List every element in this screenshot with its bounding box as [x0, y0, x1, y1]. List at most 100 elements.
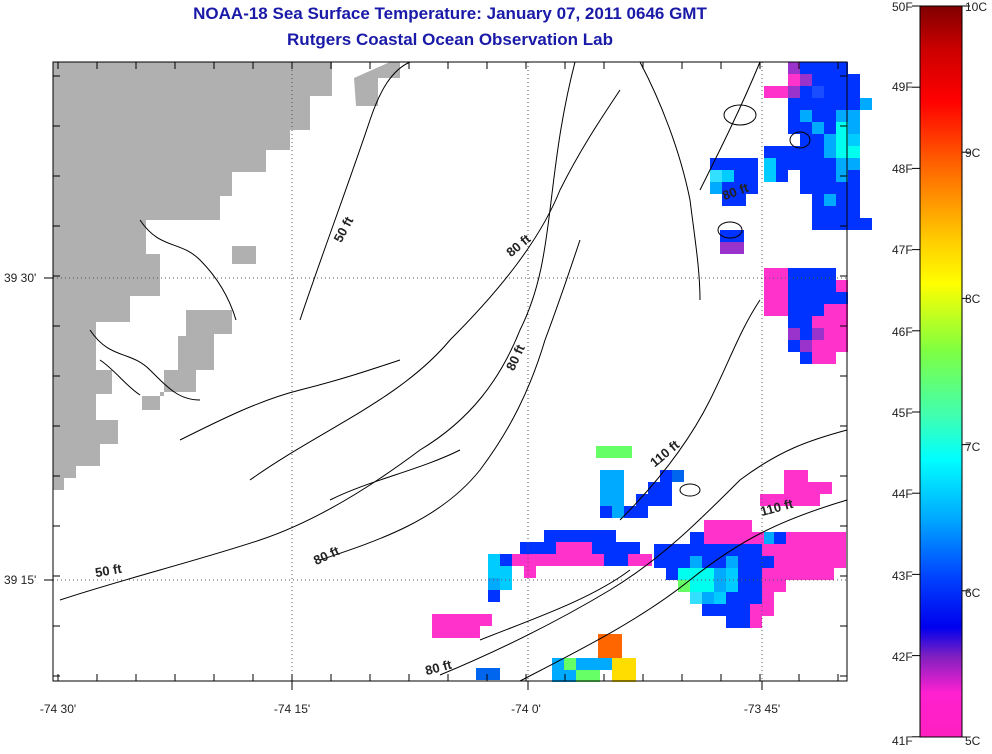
sst-pixel — [788, 122, 800, 134]
land-mass — [53, 62, 332, 490]
sst-pixel — [762, 532, 774, 544]
sst-pixel — [788, 146, 800, 158]
sst-pixel — [604, 554, 616, 566]
colorbar-c-label: 7C — [965, 440, 981, 454]
sst-pixel — [824, 134, 836, 146]
x-tick-label: -74 0' — [511, 702, 541, 716]
sst-pixel — [800, 110, 812, 122]
sst-pixel — [714, 556, 726, 568]
sst-pixel — [824, 110, 836, 122]
sst-pixel — [836, 280, 848, 292]
sst-pixel — [800, 146, 812, 158]
sst-pixel — [568, 530, 580, 542]
sst-pixel — [738, 568, 750, 580]
sst-pixel — [488, 554, 500, 566]
sst-pixel — [544, 530, 556, 542]
sst-pixel — [704, 520, 716, 532]
sst-pixel — [714, 604, 726, 616]
sst-pixel — [564, 670, 576, 682]
sst-pixel — [660, 494, 672, 506]
sst-pixel — [702, 568, 714, 580]
sst-pixel — [432, 614, 444, 626]
sst-pixel — [726, 604, 738, 616]
sst-pixel — [860, 218, 872, 230]
sst-pixel — [834, 544, 846, 556]
sst-pixel — [812, 62, 824, 74]
sst-pixel — [800, 280, 812, 292]
colorbar-c-label: 5C — [965, 734, 981, 748]
sst-pixel — [796, 494, 808, 506]
sst-pixel — [612, 494, 624, 506]
sst-pixel — [800, 98, 812, 110]
colorbar-f-label: 47F — [892, 243, 913, 257]
bathymetry-contours — [59, 61, 848, 682]
sst-pixel — [810, 544, 822, 556]
sst-pixel — [660, 470, 672, 482]
sst-pixel — [620, 446, 632, 458]
colorbar-f-label: 48F — [892, 162, 913, 176]
sst-pixel — [690, 580, 702, 592]
sst-pixel — [812, 206, 824, 218]
sst-pixel — [772, 494, 784, 506]
sst-pixel — [726, 556, 738, 568]
sst-pixel — [788, 268, 800, 280]
colorbar-f-label: 46F — [892, 325, 913, 339]
sst-pixel — [556, 530, 568, 542]
sst-pixel — [800, 158, 812, 170]
sst-pixel — [568, 542, 580, 554]
sst-pixel — [774, 568, 786, 580]
sst-pixel — [588, 670, 600, 682]
sst-pixel — [598, 646, 610, 658]
sst-pixel — [456, 626, 468, 638]
sst-pixel — [750, 604, 762, 616]
sst-pixel — [776, 86, 788, 98]
colorbar-c-label: 6C — [965, 586, 981, 600]
axis-ticks — [44, 62, 847, 690]
sst-pixel — [612, 658, 624, 670]
land-island — [354, 62, 400, 106]
sst-pixel — [824, 62, 836, 74]
sst-pixel — [764, 304, 776, 316]
sst-pixel — [592, 554, 604, 566]
sst-pixel — [654, 556, 666, 568]
sst-pixel — [532, 542, 544, 554]
sst-pixel — [786, 556, 798, 568]
sst-pixel — [812, 110, 824, 122]
colorbar-f-label: 49F — [892, 80, 913, 94]
sst-pixel — [544, 542, 556, 554]
sst-pixel — [808, 494, 820, 506]
sst-pixel — [702, 580, 714, 592]
sst-pixel — [836, 206, 848, 218]
sst-pixel — [800, 86, 812, 98]
sst-pixel — [798, 568, 810, 580]
sst-pixel — [666, 568, 678, 580]
sst-pixel — [812, 340, 824, 352]
sst-pixel — [572, 554, 584, 566]
sst-pixel — [800, 182, 812, 194]
sst-pixel — [714, 544, 726, 556]
sst-pixel — [762, 604, 774, 616]
sst-pixel — [588, 658, 600, 670]
sst-pixel — [776, 304, 788, 316]
sst-pixel — [624, 506, 636, 518]
sst-pixel — [848, 110, 860, 122]
sst-pixel — [500, 578, 512, 590]
sst-pixel — [788, 328, 800, 340]
sst-pixel — [580, 530, 592, 542]
sst-pixel — [800, 328, 812, 340]
sst-pixel — [600, 658, 612, 670]
sst-pixel — [788, 110, 800, 122]
sst-pixel — [824, 352, 836, 364]
sst-pixel — [812, 280, 824, 292]
sst-pixel — [824, 158, 836, 170]
sst-pixel — [812, 146, 824, 158]
sst-pixel — [738, 556, 750, 568]
sst-pixel — [488, 590, 500, 602]
sst-pixel — [796, 470, 808, 482]
sst-pixel — [824, 122, 836, 134]
sst-pixel — [848, 170, 860, 182]
sst-pixel — [848, 158, 860, 170]
sst-pixel — [734, 182, 746, 194]
sst-pixel — [746, 158, 758, 170]
